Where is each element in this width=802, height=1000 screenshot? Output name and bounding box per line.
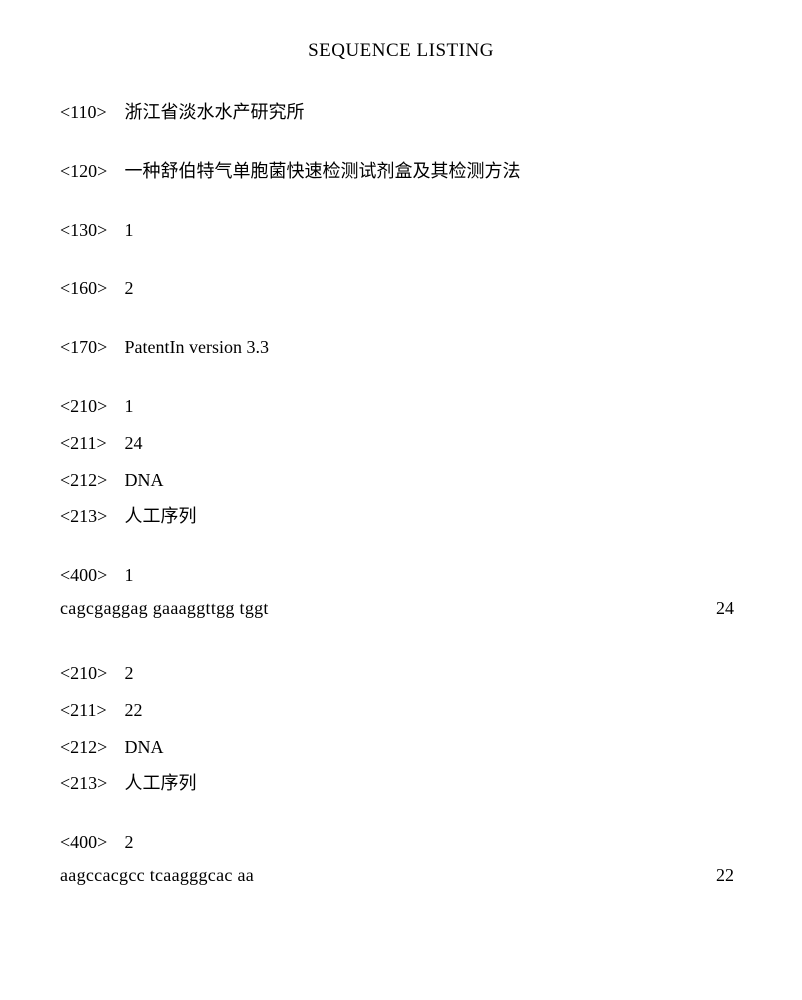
seq2-value-400: 2 [125,832,134,852]
seq1-value-211: 24 [125,433,143,453]
header-block-110: <110> 浙江省淡水水产研究所 [60,98,742,127]
sequence-2-meta: <210> 2 <211> 22 <212> DNA <213> 人工序列 [60,659,742,798]
seq2-value-210: 2 [125,663,134,683]
seq2-value-211: 22 [125,700,143,720]
tag-160: <160> [60,274,120,303]
seq2-tag-400: <400> [60,828,120,857]
seq2-value-213: 人工序列 [125,773,197,793]
sequence-1-data: <400> 1 cagcgaggag gaaaggttgg tggt 24 [60,561,742,619]
seq1-sequence: cagcgaggag gaaaggttgg tggt [60,598,269,619]
seq1-value-210: 1 [125,396,134,416]
seq1-tag-210: <210> [60,392,120,421]
tag-170: <170> [60,333,120,362]
header-block-160: <160> 2 [60,274,742,303]
tag-110: <110> [60,98,120,127]
seq2-sequence: aagccacgcc tcaagggcac aa [60,865,254,886]
value-120: 一种舒伯特气单胞菌快速检测试剂盒及其检测方法 [125,161,521,181]
seq1-tag-213: <213> [60,502,120,531]
value-170: PatentIn version 3.3 [125,337,269,357]
seq1-value-212: DNA [125,470,164,490]
header-block-120: <120> 一种舒伯特气单胞菌快速检测试剂盒及其检测方法 [60,157,742,186]
tag-130: <130> [60,216,120,245]
seq2-value-212: DNA [125,737,164,757]
sequence-1-meta: <210> 1 <211> 24 <212> DNA <213> 人工序列 [60,392,742,531]
seq2-tag-213: <213> [60,769,120,798]
seq2-length: 22 [716,865,742,886]
seq1-value-213: 人工序列 [125,506,197,526]
seq1-tag-212: <212> [60,466,120,495]
seq1-tag-400: <400> [60,561,120,590]
value-160: 2 [125,278,134,298]
seq2-tag-212: <212> [60,733,120,762]
header-block-130: <130> 1 [60,216,742,245]
seq1-tag-211: <211> [60,429,120,458]
tag-120: <120> [60,157,120,186]
seq2-tag-210: <210> [60,659,120,688]
seq2-tag-211: <211> [60,696,120,725]
value-110: 浙江省淡水水产研究所 [125,102,305,122]
seq1-length: 24 [716,598,742,619]
value-130: 1 [125,220,134,240]
header-block-170: <170> PatentIn version 3.3 [60,333,742,362]
document-title: SEQUENCE LISTING [60,40,742,62]
seq1-value-400: 1 [125,565,134,585]
sequence-2-data: <400> 2 aagccacgcc tcaagggcac aa 22 [60,828,742,886]
